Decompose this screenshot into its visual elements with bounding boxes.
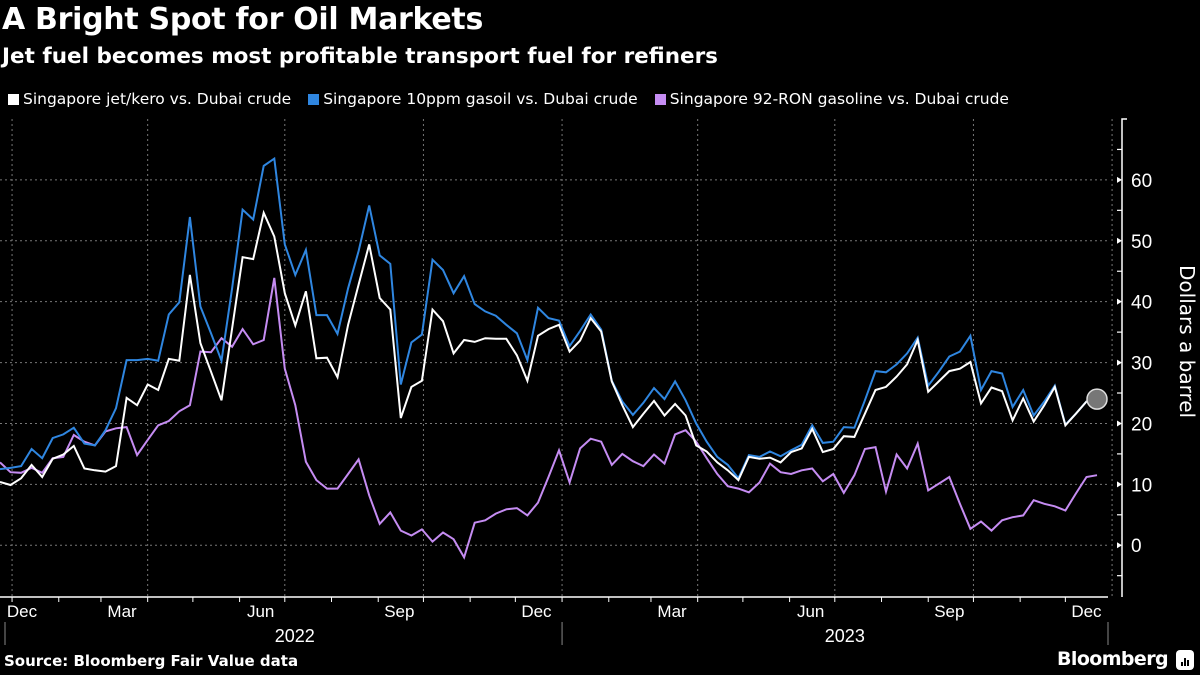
x-month-label: Dec bbox=[521, 602, 552, 621]
legend-item-gasoline: Singapore 92-RON gasoline vs. Dubai crud… bbox=[654, 90, 1009, 108]
brand-logo: Bloomberg bbox=[1057, 648, 1169, 670]
chart-title: A Bright Spot for Oil Markets bbox=[2, 2, 483, 37]
y-tick-label: 60 bbox=[1131, 171, 1152, 192]
y-tick bbox=[1117, 420, 1122, 427]
x-month-label: Sep bbox=[384, 602, 414, 621]
source-note: Source: Bloomberg Fair Value data bbox=[4, 652, 299, 670]
x-year-label: 2022 bbox=[275, 626, 315, 646]
legend-label-gasoline: Singapore 92-RON gasoline vs. Dubai crud… bbox=[669, 90, 1009, 108]
x-month-label: Jun bbox=[797, 602, 824, 621]
y-tick-label: 20 bbox=[1131, 414, 1152, 435]
legend-swatch-gasoline bbox=[654, 93, 666, 105]
y-tick bbox=[1117, 359, 1122, 366]
end-marker bbox=[1086, 388, 1108, 410]
chart-subtitle: Jet fuel becomes most profitable transpo… bbox=[2, 44, 718, 69]
legend-item-gasoil: Singapore 10ppm gasoil vs. Dubai crude bbox=[308, 90, 638, 108]
x-month-label: Mar bbox=[107, 602, 137, 621]
legend-item-jet: Singapore jet/kero vs. Dubai crude bbox=[8, 90, 291, 108]
y-axis-title: Dollars a barrel bbox=[1175, 265, 1199, 419]
legend-swatch-gasoil bbox=[308, 93, 320, 105]
y-tick bbox=[1117, 298, 1122, 305]
legend-label-jet: Singapore jet/kero vs. Dubai crude bbox=[23, 90, 292, 108]
legend-label-gasoil: Singapore 10ppm gasoil vs. Dubai crude bbox=[323, 90, 638, 108]
x-month-label: Jun bbox=[247, 602, 274, 621]
y-tick-label: 0 bbox=[1131, 536, 1142, 557]
y-tick bbox=[1117, 176, 1122, 183]
x-month-label: Mar bbox=[657, 602, 687, 621]
y-tick-label: 40 bbox=[1131, 293, 1152, 314]
x-month-label: Dec bbox=[1071, 602, 1102, 621]
legend-swatch-jet bbox=[8, 93, 19, 105]
y-tick bbox=[1117, 481, 1122, 488]
series-line-jet bbox=[0, 209, 1098, 487]
series-line-gasoline bbox=[0, 277, 1098, 560]
y-tick bbox=[1117, 542, 1122, 549]
y-tick-label: 30 bbox=[1131, 354, 1152, 375]
x-year-label: 2023 bbox=[825, 626, 865, 646]
legend: Singapore jet/kero vs. Dubai crude Singa… bbox=[8, 90, 1009, 108]
series-line-gasoil bbox=[0, 156, 1098, 481]
y-tick-label: 50 bbox=[1131, 232, 1152, 253]
y-tick bbox=[1117, 237, 1122, 244]
x-month-label: Dec bbox=[7, 602, 38, 621]
y-axis-line bbox=[1121, 118, 1127, 597]
bloomberg-chart-icon bbox=[1176, 650, 1194, 670]
x-month-label: Sep bbox=[934, 602, 964, 621]
y-tick-label: 10 bbox=[1131, 475, 1152, 496]
